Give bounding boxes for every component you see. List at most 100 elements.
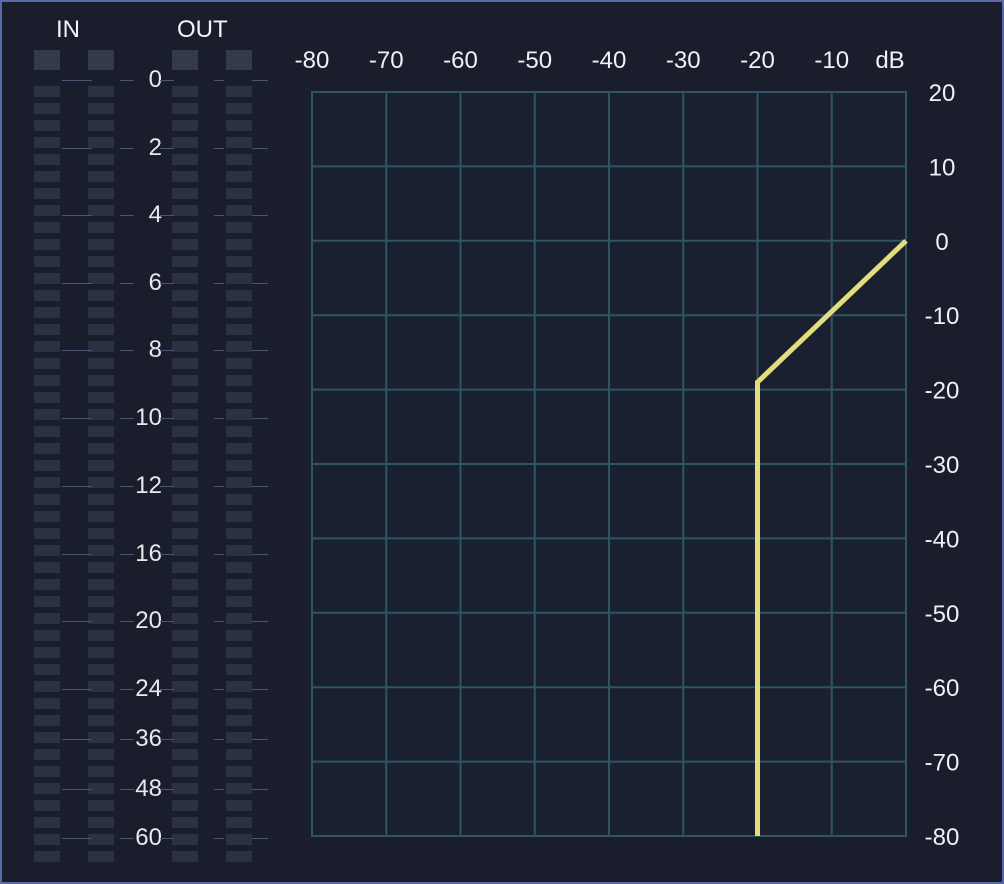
meter-segment bbox=[172, 664, 198, 675]
meter-segment bbox=[226, 817, 252, 828]
meter-scale-tick bbox=[214, 689, 224, 690]
meter-segment bbox=[172, 86, 198, 97]
meter-scale-tick bbox=[252, 80, 268, 81]
meter-scale-tick bbox=[120, 789, 134, 790]
meter-segment bbox=[226, 460, 252, 471]
x-axis-tick-label: -30 bbox=[666, 47, 701, 74]
meter-segment bbox=[34, 817, 60, 828]
meter-segment bbox=[172, 154, 198, 165]
meter-scale-tick bbox=[160, 621, 174, 622]
meter-segment bbox=[88, 460, 114, 471]
meter-scale-tick bbox=[214, 283, 224, 284]
meter-scale-tick bbox=[214, 148, 224, 149]
meter-scale-tick bbox=[160, 80, 174, 81]
meter-segment bbox=[172, 783, 198, 794]
meter-segment bbox=[172, 647, 198, 658]
meter-segment bbox=[226, 579, 252, 590]
meter-scale-tick bbox=[252, 838, 268, 839]
meter-segment bbox=[226, 749, 252, 760]
meter-segment bbox=[88, 664, 114, 675]
meter-scale-tick bbox=[160, 148, 174, 149]
meter-scale-tick bbox=[120, 689, 134, 690]
meter-segment bbox=[226, 681, 252, 692]
meter-segment bbox=[34, 239, 60, 250]
meter-segment bbox=[88, 630, 114, 641]
meter-scale-tick bbox=[62, 789, 92, 790]
meter-segment bbox=[88, 222, 114, 233]
meter-scale-tick bbox=[120, 418, 134, 419]
meter-scale-label: 24 bbox=[135, 675, 162, 702]
meter-segment bbox=[88, 817, 114, 828]
meter-segment bbox=[172, 120, 198, 131]
meter-segment bbox=[88, 341, 114, 352]
meter-scale-tick bbox=[160, 486, 174, 487]
meter-segment bbox=[34, 647, 60, 658]
x-axis-unit-label: dB bbox=[875, 47, 904, 74]
meter-segment bbox=[34, 307, 60, 318]
meter-segment bbox=[226, 324, 252, 335]
meter-segment bbox=[34, 477, 60, 488]
meter-segment bbox=[88, 290, 114, 301]
meter-segment bbox=[88, 273, 114, 284]
meter-segment bbox=[34, 800, 60, 811]
meter-segment bbox=[172, 273, 198, 284]
meter-segment bbox=[34, 749, 60, 760]
meter-scale-tick bbox=[252, 554, 268, 555]
meter-segment bbox=[34, 205, 60, 216]
y-axis-tick-label: 10 bbox=[929, 154, 956, 181]
meter-segment bbox=[226, 766, 252, 777]
meter-segment bbox=[88, 426, 114, 437]
meter-scale-tick bbox=[120, 838, 134, 839]
meter-segment bbox=[172, 171, 198, 182]
meter-scale-label: 6 bbox=[148, 269, 162, 296]
meter-scale-tick bbox=[62, 739, 92, 740]
meter-segment bbox=[34, 579, 60, 590]
meter-segment bbox=[172, 511, 198, 522]
meter-segment bbox=[34, 460, 60, 471]
meter-segment bbox=[226, 596, 252, 607]
meter-scale-tick bbox=[214, 621, 224, 622]
meter-scale-tick bbox=[214, 739, 224, 740]
meter-segment bbox=[172, 545, 198, 556]
meter-peak-segment bbox=[88, 50, 114, 70]
meter-segment bbox=[34, 137, 60, 148]
meter-segment bbox=[88, 171, 114, 182]
meter-segment bbox=[34, 341, 60, 352]
meter-segment bbox=[226, 443, 252, 454]
meter-segment bbox=[34, 222, 60, 233]
meter-scale-label: 60 bbox=[135, 824, 162, 851]
meter-scale-tick bbox=[252, 215, 268, 216]
meter-segment bbox=[172, 732, 198, 743]
meter-segment bbox=[226, 341, 252, 352]
y-axis-tick-label: -20 bbox=[925, 378, 960, 405]
meter-segment bbox=[172, 579, 198, 590]
meter-segment bbox=[88, 494, 114, 505]
meter-segment bbox=[88, 375, 114, 386]
meter-segment bbox=[88, 613, 114, 624]
meter-segment bbox=[88, 834, 114, 845]
meter-segment bbox=[226, 630, 252, 641]
meter-scale-tick bbox=[120, 739, 134, 740]
meter-segment bbox=[172, 715, 198, 726]
meter-segment bbox=[34, 715, 60, 726]
meter-segment bbox=[34, 103, 60, 114]
meter-segment bbox=[226, 273, 252, 284]
x-axis-tick-label: -50 bbox=[517, 47, 552, 74]
meter-segment bbox=[172, 409, 198, 420]
meter-peak-segment bbox=[34, 50, 60, 70]
meter-segment bbox=[226, 477, 252, 488]
meter-scale-tick bbox=[214, 486, 224, 487]
meter-segment bbox=[226, 562, 252, 573]
meter-segment bbox=[34, 834, 60, 845]
meter-segment bbox=[88, 579, 114, 590]
meter-segment bbox=[226, 171, 252, 182]
meter-segment bbox=[34, 154, 60, 165]
meter-scale-tick bbox=[252, 739, 268, 740]
y-axis-tick-label: -30 bbox=[925, 452, 960, 479]
meter-segment bbox=[172, 443, 198, 454]
meter-segment bbox=[226, 239, 252, 250]
x-axis-tick-label: -60 bbox=[443, 47, 478, 74]
meter-segment bbox=[34, 630, 60, 641]
meter-segment bbox=[226, 375, 252, 386]
